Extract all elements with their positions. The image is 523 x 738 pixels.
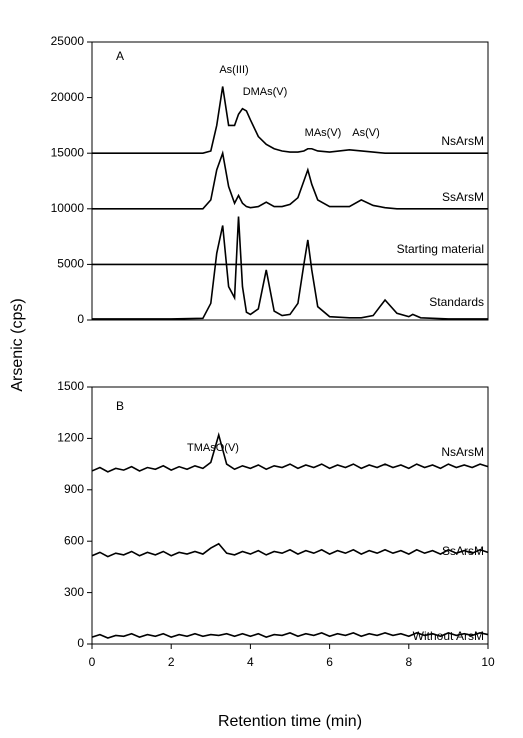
y-axis-label: Arsenic (cps) <box>9 298 26 391</box>
series-label: NsArsM <box>441 445 484 459</box>
series-line <box>92 150 488 210</box>
y-tick-label: 600 <box>64 533 84 547</box>
plot-frame <box>91 41 489 321</box>
y-tick-label: 1500 <box>57 379 84 393</box>
x-tick-label: 6 <box>326 655 333 669</box>
y-tick-label: 1200 <box>57 431 84 445</box>
panel-label: A <box>116 49 124 63</box>
peak-annotation: MAs(V) <box>305 127 342 139</box>
plot-frame <box>91 386 489 645</box>
peak-annotation: As(V) <box>352 127 380 139</box>
series-line <box>91 542 489 558</box>
x-tick-label: 8 <box>405 655 412 669</box>
y-tick-label: 15000 <box>51 145 85 159</box>
x-tick-label: 4 <box>247 655 254 669</box>
peak-annotation: DMAs(V) <box>243 86 288 98</box>
series-label: NsArsM <box>441 134 484 148</box>
series-label: Starting material <box>397 242 484 256</box>
y-tick-label: 25000 <box>51 34 85 48</box>
series-line <box>92 216 488 320</box>
x-axis-label: Retention time (min) <box>218 713 362 730</box>
x-tick-label: 10 <box>481 655 495 669</box>
x-tick-label: 0 <box>89 655 96 669</box>
series-label: SsArsM <box>442 544 484 558</box>
y-tick-label: 0 <box>77 636 84 650</box>
y-tick-label: 10000 <box>51 201 85 215</box>
y-tick-label: 5000 <box>57 257 84 271</box>
series-line <box>91 432 489 473</box>
x-tick-label: 2 <box>168 655 175 669</box>
peak-annotation: TMAsO(V) <box>187 442 239 454</box>
y-tick-label: 900 <box>64 482 84 496</box>
series-label: Without ArsM <box>413 629 484 643</box>
series-line <box>91 632 489 639</box>
panel-label: B <box>116 399 124 413</box>
series-label: Standards <box>429 295 484 309</box>
series-line <box>92 86 488 154</box>
peak-annotation: As(III) <box>219 64 248 76</box>
y-tick-label: 300 <box>64 585 84 599</box>
y-tick-label: 0 <box>77 312 84 326</box>
series-label: SsArsM <box>442 190 484 204</box>
y-tick-label: 20000 <box>51 90 85 104</box>
